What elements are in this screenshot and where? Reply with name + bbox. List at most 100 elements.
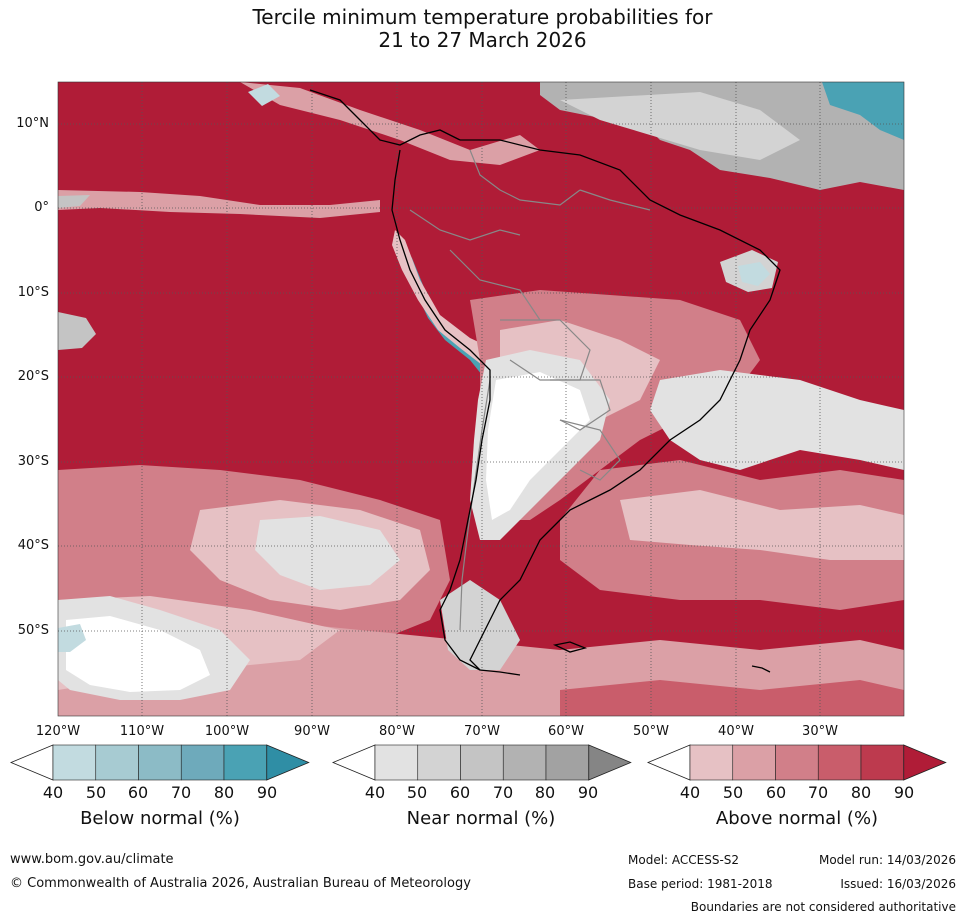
colorbar-near-tick-40: 40 — [364, 783, 386, 802]
colorbar-above-tick-50: 50 — [722, 783, 744, 802]
colorbar-above-normal — [646, 744, 947, 781]
country-borders — [409, 149, 651, 631]
below-40-region-southwest — [66, 616, 210, 692]
above-normal-region-south-atlantic-light — [620, 490, 904, 560]
border-colombia-venezuela — [469, 149, 581, 206]
colorbar-below-tick-50: 50 — [85, 783, 107, 802]
colorbar-segment-80 — [860, 744, 905, 781]
footer-base-period: Base period: 1981-2018 — [628, 877, 773, 891]
colorbar-min-arrow — [331, 744, 376, 781]
colorbar-segment-80 — [545, 744, 590, 781]
colorbar-segment-40 — [689, 744, 734, 781]
map-field — [58, 82, 904, 716]
coastline-caribbean — [460, 139, 781, 676]
border-bolivia — [500, 319, 591, 381]
footer-issued: Issued: 16/03/2026 — [840, 877, 956, 891]
lat-label-40s: 40°S — [17, 538, 49, 553]
colorbar-above-tick-80: 80 — [850, 783, 872, 802]
near-normal-patch-equator-west — [58, 195, 90, 208]
chart-title-line-2: 21 to 27 March 2026 — [378, 28, 587, 52]
footer-disclaimer: Boundaries are not considered authoritat… — [690, 900, 956, 914]
colorbar-above-tick-60: 60 — [765, 783, 787, 802]
border-paraguay — [550, 379, 611, 431]
lon-label-120w: 120°W — [35, 724, 81, 739]
below-normal-patch-northeast-brazil — [738, 262, 770, 286]
lon-label-50w: 50°W — [633, 724, 669, 739]
footer-model: Model: ACCESS-S2 — [628, 853, 740, 867]
colorbar-near-tick-90: 90 — [577, 783, 599, 802]
lat-label-30s: 30°S — [17, 454, 49, 469]
chart-title-line-1: Tercile minimum temperature probabilitie… — [252, 5, 713, 29]
colorbar-below-title: Below normal (%) — [80, 808, 240, 829]
lat-label-50s: 50°S — [17, 623, 49, 638]
colorbar-segment-60 — [138, 744, 182, 781]
gridlines — [58, 82, 904, 716]
colorbar-segment-60 — [460, 744, 504, 781]
colorbar-below-tick-70: 70 — [170, 783, 192, 802]
lat-label-10s: 10°S — [17, 285, 49, 300]
above-normal-strip-south-atlantic-bottom — [560, 680, 904, 716]
lon-label-80w: 80°W — [379, 724, 415, 739]
colorbar-near-normal — [331, 744, 632, 781]
border-peru-brazil — [449, 249, 541, 321]
below-normal-region-pacific-north — [248, 84, 280, 106]
border-colombia-peru-ecuador — [409, 209, 521, 241]
lon-label-60w: 60°W — [548, 724, 584, 739]
colorbar-below-tick-80: 80 — [213, 783, 235, 802]
lon-label-90w: 90°W — [294, 724, 330, 739]
lat-label-20s: 20°S — [17, 369, 49, 384]
colorbar-above-tick-70: 70 — [807, 783, 829, 802]
colorbar-above-title: Above normal (%) — [715, 808, 879, 829]
colorbar-below-tick-60: 60 — [127, 783, 149, 802]
colorbar-max-arrow — [588, 744, 632, 781]
coastlines — [309, 89, 781, 676]
coastline-falklands — [552, 641, 588, 653]
colorbar-near-tick-70: 70 — [492, 783, 514, 802]
lat-label-0: 0° — [34, 200, 49, 215]
colorbar-below-tick-90: 90 — [256, 783, 278, 802]
near-normal-region-caribbean-east-light — [560, 92, 800, 160]
colorbar-segment-50 — [732, 744, 776, 781]
map-frame — [57, 81, 905, 717]
near-normal-band-equatorial-pacific — [58, 190, 380, 218]
colorbar-segment-50 — [417, 744, 461, 781]
colorbar-above-tick-40: 40 — [679, 783, 701, 802]
footer-copyright: © Commonwealth of Australia 2026, Austra… — [10, 876, 471, 891]
colorbar-max-arrow — [266, 744, 310, 781]
near-normal-region-south-atlantic-east — [650, 370, 904, 470]
footer-model-run: Model run: 14/03/2026 — [818, 853, 956, 867]
near-normal-patch-drake-passage — [440, 580, 520, 670]
lon-label-40w: 40°W — [718, 724, 754, 739]
lon-label-30w: 30°W — [802, 724, 838, 739]
lon-label-110w: 110°W — [119, 724, 165, 739]
near-normal-region-southeast-pacific — [255, 516, 400, 590]
border-argentina-brazil-uruguay — [559, 419, 621, 481]
coastline-central-america — [309, 89, 461, 146]
coastline-south-georgia — [751, 665, 771, 673]
border-guianas — [579, 189, 651, 211]
coastline-pacific — [391, 149, 491, 671]
colorbar-segment-40 — [374, 744, 419, 781]
colorbar-below-normal — [9, 744, 310, 781]
colorbar-min-arrow — [646, 744, 691, 781]
colorbar-segment-40 — [52, 744, 97, 781]
near-normal-region-central-america — [240, 82, 540, 165]
colorbar-max-arrow — [903, 744, 947, 781]
colorbar-segment-70 — [502, 744, 547, 781]
colorbar-below-tick-40: 40 — [42, 783, 64, 802]
colorbar-near-tick-50: 50 — [406, 783, 428, 802]
colorbar-segment-70 — [180, 744, 225, 781]
colorbar-near-tick-80: 80 — [534, 783, 556, 802]
lon-label-100w: 100°W — [204, 724, 250, 739]
colorbar-segment-60 — [775, 744, 819, 781]
colorbar-above-tick-90: 90 — [893, 783, 915, 802]
near-normal-patch-west-pacific — [58, 312, 96, 350]
below-40-region-central-argentina — [486, 372, 590, 520]
colorbar-near-title: Near normal (%) — [406, 808, 556, 829]
colorbar-segment-70 — [817, 744, 862, 781]
colorbar-segment-80 — [223, 744, 268, 781]
colorbar-segment-50 — [95, 744, 139, 781]
lon-label-70w: 70°W — [464, 724, 500, 739]
colorbar-min-arrow — [9, 744, 54, 781]
